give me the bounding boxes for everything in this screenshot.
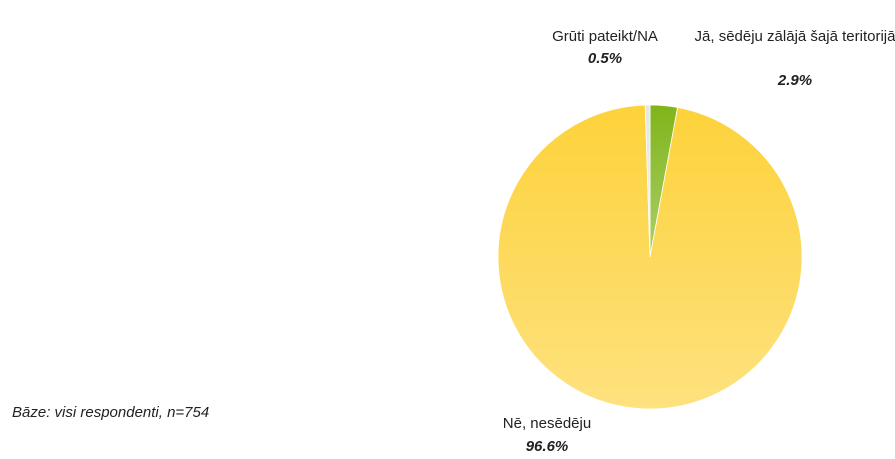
annotation: Bāze: visi respondenti, n=754 — [12, 404, 210, 421]
pie-slice-shade — [498, 105, 803, 409]
category-label: Grūti pateikt/NA — [552, 28, 658, 45]
pie-slice-shade — [645, 105, 650, 257]
value-label: 2.9% — [777, 72, 813, 89]
value-label: 96.6% — [525, 438, 569, 455]
category-label: Nē, nesēdēju — [502, 415, 592, 432]
value-label: 0.5% — [587, 50, 623, 67]
category-label: Jā, sēdēju zālājā šajā teritorijā — [694, 28, 895, 45]
